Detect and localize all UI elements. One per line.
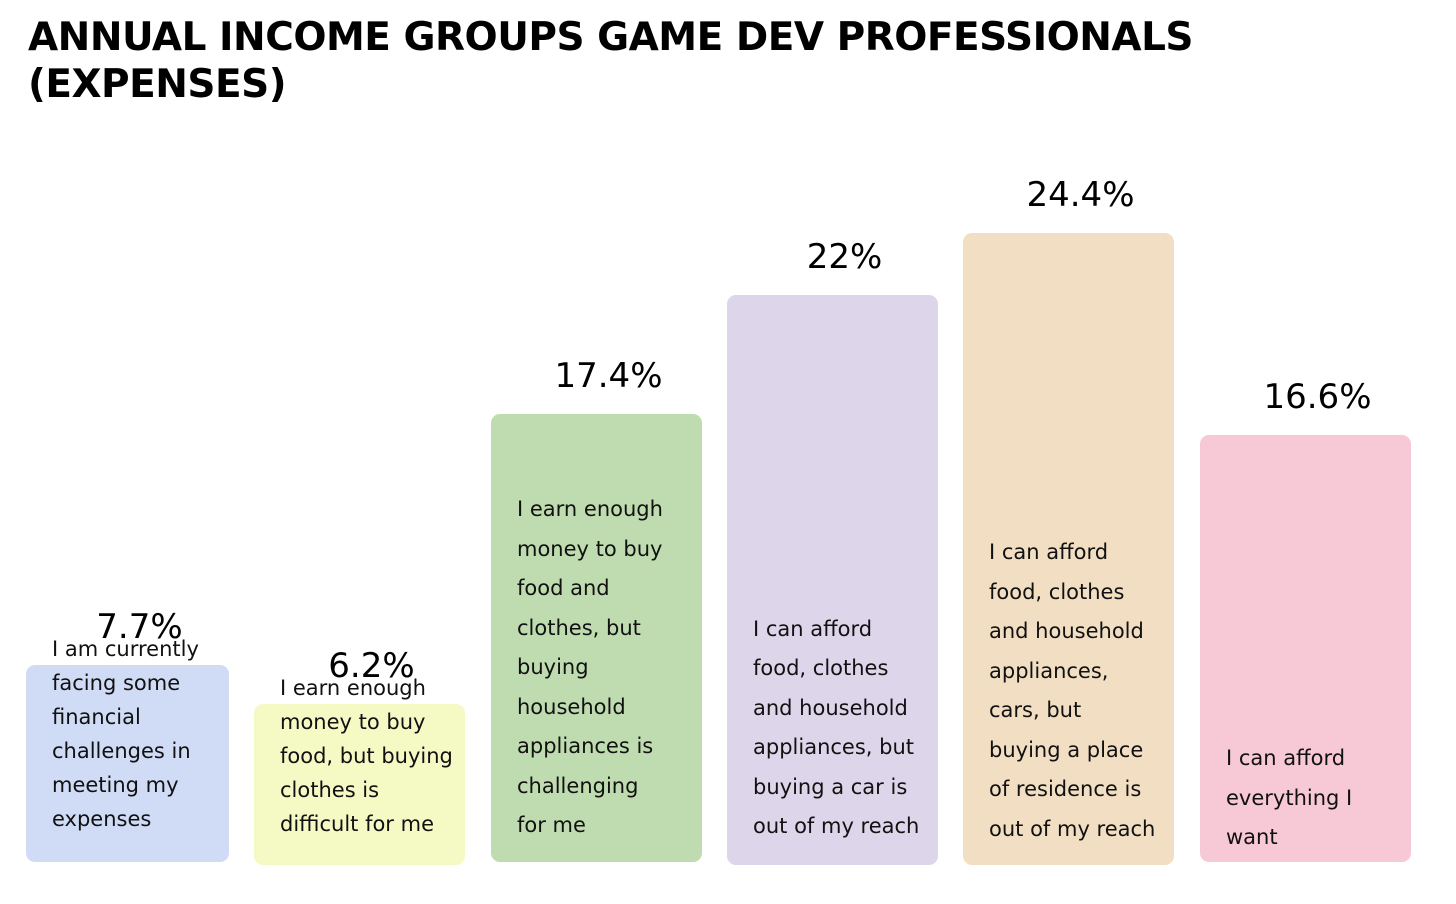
bar-category-label-line: household bbox=[517, 694, 626, 719]
bar-category-label-line: money to buy bbox=[517, 536, 663, 561]
bar: I can afford food, clothes and household ap… bbox=[963, 233, 1174, 865]
bar: I can afford everything I want bbox=[1200, 434, 1411, 862]
bar-value-label: 17.4% bbox=[554, 356, 663, 397]
bar-category-label-line: for me bbox=[517, 813, 586, 838]
bar-category-label-line: I can afford bbox=[989, 540, 1109, 564]
bar-category-label: I am currently facing some financial challe… bbox=[52, 632, 221, 836]
bar-category-label-line: food, clothes bbox=[753, 656, 889, 681]
bar-category-label-line: money to buy bbox=[280, 709, 426, 734]
bar: I can afford food, clothes and household ap… bbox=[727, 295, 938, 865]
bar-category-label-line: and household bbox=[989, 619, 1144, 643]
bar-category-label-line: expenses bbox=[52, 806, 152, 831]
bar-category-label: I can afford everything I want bbox=[1226, 739, 1403, 858]
chart-title-line-2: (EXPENSES) bbox=[28, 62, 287, 107]
bar-category-label-line: I earn enough bbox=[280, 675, 426, 700]
bar-value-label: 16.6% bbox=[1263, 376, 1372, 417]
bar-category-label-line: I can afford bbox=[753, 616, 873, 641]
bar-category-label: I earn enough money to buy food and clothes… bbox=[517, 490, 694, 846]
bar-category-label-line: and household bbox=[753, 695, 908, 720]
bar: I earn enough money to buy food and clothes… bbox=[491, 414, 702, 862]
bar-category-label: I can afford food, clothes and household ap… bbox=[989, 533, 1166, 849]
bar-category-label-line: buying a place bbox=[989, 737, 1144, 762]
bar-category-label-line: I am currently bbox=[52, 636, 199, 661]
bar-category-label-line: meeting my bbox=[52, 772, 179, 797]
bar-category-label-line: out of my reach bbox=[753, 814, 920, 839]
bar: I am currently facing some financial challe… bbox=[26, 637, 229, 862]
bar-category-label-line: everything I bbox=[1226, 785, 1353, 810]
bar-category-label-line: challenges in bbox=[52, 738, 191, 763]
bar-category-label-line: facing some bbox=[52, 670, 181, 695]
bar-category-label-line: challenging bbox=[517, 773, 639, 798]
bar-category-label-line: appliances, but bbox=[753, 735, 915, 760]
bar-category-label-line: want bbox=[1226, 825, 1278, 850]
bar-category-label-line: difficult for me bbox=[280, 811, 434, 836]
bar-category-label-line: clothes is bbox=[280, 777, 380, 802]
bar-category-label-line: of residence is bbox=[989, 777, 1142, 801]
bar-category-label-line: I earn enough bbox=[517, 497, 663, 522]
bar-value-label: 7.7% bbox=[96, 606, 183, 647]
chart-title: ANNUAL INCOME GROUPS GAME DEV PROFESSION… bbox=[28, 14, 1428, 108]
bar: I earn enough money to buy food, but buyin… bbox=[254, 676, 465, 865]
bar-category-label-line: buying a car is bbox=[753, 774, 908, 799]
bar-category-label-line: financial bbox=[52, 704, 141, 729]
bar-category-label: I earn enough money to buy food, but buyin… bbox=[280, 671, 457, 841]
bar-category-label-line: food and bbox=[517, 576, 610, 601]
bar-category-label-line: I can afford bbox=[1226, 746, 1346, 771]
bar-value-label: 22% bbox=[806, 237, 883, 278]
bar-category-label: I can afford food, clothes and household ap… bbox=[753, 610, 930, 847]
bar-value-label: 24.4% bbox=[1026, 175, 1135, 215]
bar-category-label-line: out of my reach bbox=[989, 816, 1156, 841]
bar-category-label-line: appliances, bbox=[989, 658, 1109, 683]
bar-value-label: 6.2% bbox=[328, 645, 415, 686]
bar-category-label-line: buying bbox=[517, 655, 589, 680]
bar-category-label-line: clothes, but bbox=[517, 615, 641, 640]
bar-category-label-line: food, clothes bbox=[989, 579, 1125, 604]
bar-category-label-line: cars, but bbox=[989, 698, 1082, 722]
bar-category-label-line: food, but buying bbox=[280, 743, 453, 768]
chart-title-line-1: ANNUAL INCOME GROUPS GAME DEV PROFESSION… bbox=[28, 15, 1194, 60]
bar-category-label-line: appliances is bbox=[517, 734, 654, 759]
